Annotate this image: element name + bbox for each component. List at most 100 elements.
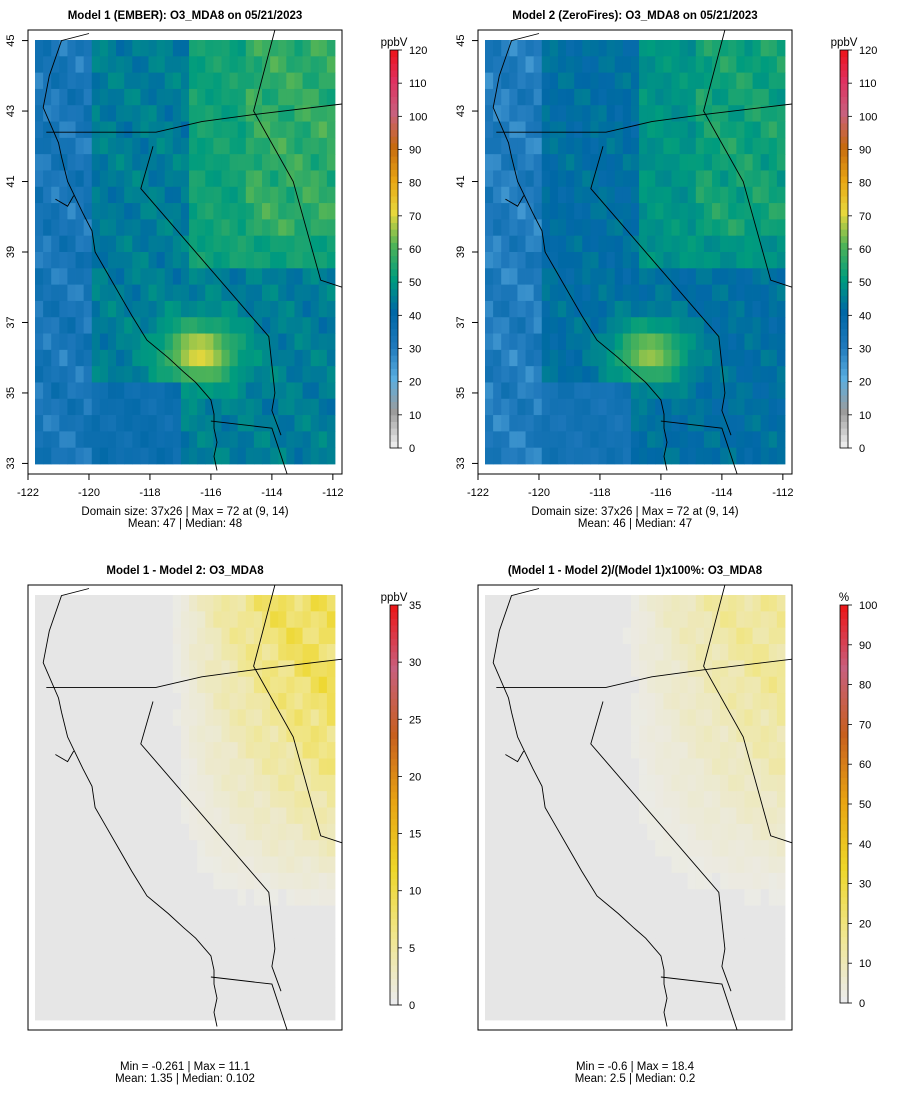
heatmap-cell: [253, 954, 263, 972]
heatmap-cell: [221, 644, 230, 661]
heatmap-cell: [67, 284, 76, 302]
heatmap-cell: [180, 856, 190, 874]
heatmap-cell: [35, 235, 44, 253]
heatmap-cell: [622, 235, 632, 253]
heatmap-cell: [606, 170, 616, 188]
heatmap-cell: [148, 186, 158, 204]
heatmap-cell: [622, 693, 632, 710]
heatmap-cell: [35, 627, 44, 645]
heatmap-cell: [582, 823, 591, 841]
heatmap-cell: [99, 105, 109, 122]
heatmap-cell: [606, 693, 616, 710]
heatmap-cell: [213, 693, 222, 710]
heatmap-cell: [712, 725, 721, 743]
heatmap-cell: [485, 431, 494, 449]
heatmap-cell: [75, 252, 85, 269]
colorbar-segment: [840, 441, 848, 449]
heatmap-cell: [164, 627, 174, 645]
heatmap-cell: [189, 121, 198, 139]
heatmap-cell: [744, 317, 753, 334]
heatmap-cell: [189, 905, 198, 923]
heatmap-cell: [655, 300, 664, 318]
heatmap-cell: [582, 660, 591, 678]
heatmap-cell: [278, 823, 287, 841]
heatmap-cell: [485, 938, 494, 956]
heatmap-cell: [517, 889, 526, 906]
heatmap-cell: [760, 415, 770, 432]
heatmap-cell: [180, 627, 190, 645]
heatmap-cell: [663, 644, 672, 661]
heatmap-cell: [221, 954, 230, 972]
heatmap-cell: [590, 725, 599, 743]
heatmap-cell: [736, 595, 745, 612]
heatmap-cell: [83, 105, 93, 122]
heatmap-cell: [590, 349, 599, 367]
heatmap-cell: [91, 938, 101, 956]
heatmap-cell: [485, 921, 494, 939]
heatmap-cell: [557, 954, 567, 972]
heatmap-cell: [671, 431, 680, 449]
heatmap-cell: [180, 970, 190, 988]
heatmap-cell: [630, 823, 640, 841]
heatmap-cell: [99, 791, 109, 808]
heatmap-cell: [59, 921, 68, 939]
heatmap-cell: [294, 693, 303, 710]
heatmap-cell: [574, 121, 583, 139]
heatmap-cell: [302, 872, 312, 890]
heatmap-cell: [590, 905, 599, 923]
heatmap-cell: [326, 154, 336, 171]
heatmap-cell: [35, 121, 44, 139]
heatmap-cell: [517, 88, 526, 106]
colorbar-segment: [390, 414, 398, 422]
colorbar-segment: [390, 162, 398, 170]
heatmap-cell: [525, 872, 535, 890]
heatmap-cell: [509, 840, 518, 857]
heatmap-cell: [83, 317, 93, 334]
heatmap-cell: [549, 742, 559, 759]
colorbar-segment: [840, 182, 848, 190]
colorbar-segment: [840, 142, 848, 150]
heatmap-cell: [132, 415, 141, 432]
heatmap-cell: [51, 856, 60, 874]
heatmap-cell: [622, 40, 632, 57]
heatmap-cell: [703, 154, 713, 171]
colorbar-segment: [840, 122, 848, 131]
heatmap-cell: [582, 840, 591, 857]
colorbar-tick-label: 30: [859, 344, 871, 356]
heatmap-cell: [557, 333, 567, 351]
heatmap-cell: [180, 921, 190, 939]
heatmap-cell: [229, 725, 239, 743]
heatmap-cell: [663, 121, 672, 139]
heatmap-cell: [237, 921, 247, 939]
heatmap-cell: [639, 219, 648, 237]
heatmap-cell: [302, 595, 312, 612]
heatmap-cell: [253, 921, 263, 939]
heatmap-cell: [189, 823, 198, 841]
heatmap-cell: [582, 88, 591, 106]
heatmap-cell: [744, 742, 753, 759]
heatmap-cell: [302, 105, 312, 122]
heatmap-cell: [294, 154, 303, 171]
heatmap-cell: [687, 774, 697, 792]
heatmap-cell: [533, 938, 543, 956]
heatmap-cell: [679, 676, 689, 694]
heatmap-cell: [582, 709, 591, 727]
heatmap-cell: [213, 219, 222, 237]
heatmap-cell: [197, 840, 206, 857]
heatmap-cell: [639, 203, 648, 220]
heatmap-cell: [116, 987, 125, 1005]
heatmap-cell: [614, 154, 624, 171]
heatmap-cell: [687, 398, 697, 416]
heatmap-cell: [493, 268, 502, 286]
heatmap-cell: [270, 431, 279, 449]
heatmap-cell: [132, 40, 141, 57]
heatmap-cell: [663, 595, 672, 612]
heatmap-cell: [485, 970, 494, 988]
heatmap-cell: [318, 431, 328, 449]
heatmap-cell: [221, 398, 230, 416]
heatmap-cell: [509, 137, 518, 155]
heatmap-cell: [744, 137, 753, 155]
heatmap-cell: [557, 987, 567, 1005]
heatmap-cell: [720, 349, 729, 367]
